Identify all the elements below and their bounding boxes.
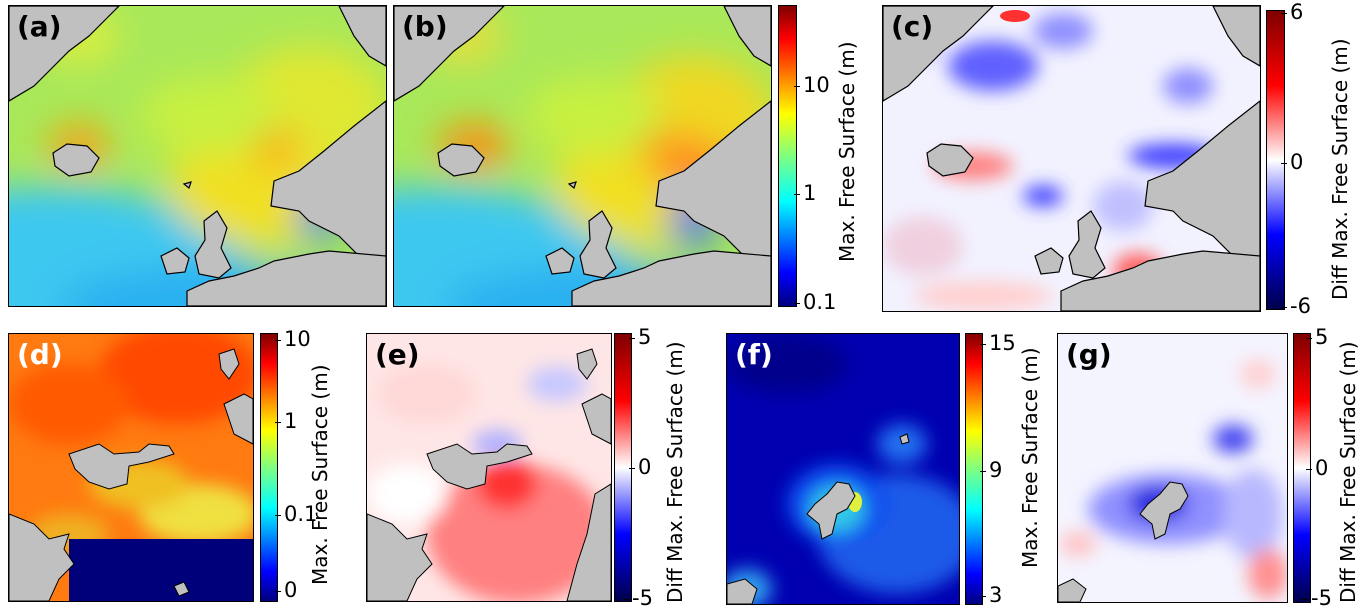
panel-label-f: (f) [735,338,773,371]
colorbar-f-tick-9: 9 [979,458,1003,482]
map-panel-f: (f) [726,333,960,605]
colorbar-f-tick-3: 3 [979,583,1003,607]
colorbar-ab-tick-10: 10 [794,73,830,97]
map-panel-g: (g) [1057,333,1288,603]
colorbar-c-tick-neg6: -6 [1281,294,1311,318]
colorbar-d [260,333,278,602]
colorbar-c [1266,10,1285,310]
map-panel-b: (b) [393,5,772,307]
colorbar-d-tick-0: 0 [274,578,298,602]
colorbar-e-title: Diff Max. Free Surface (m) [663,341,687,603]
map-d-field [9,334,253,601]
colorbar-ab-tick-0.1: 0.1 [793,290,837,314]
map-panel-e: (e) [366,333,612,602]
colorbar-d-tick-10: 10 [275,327,311,351]
colorbar-g-tick-0: 0 [1305,456,1329,480]
colorbar-c-title: Diff Max. Free Surface (m) [1328,38,1352,300]
colorbar-ab-tick-1: 1 [793,181,817,205]
colorbar-e-tick-0: 0 [628,455,652,479]
colorbar-c-tick-6: 6 [1280,0,1304,24]
panel-label-g: (g) [1066,338,1112,371]
colorbar-d-tick-1: 1 [274,409,298,433]
colorbar-d-title: Max. Free Surface (m) [308,364,332,586]
colorbar-f-title: Max. Free Surface (m) [1018,347,1042,569]
colorbar-e-tick-5: 5 [628,325,652,349]
colorbar-e-tick-neg5: -5 [623,586,653,610]
colorbar-f [965,333,983,605]
colorbar-g [1293,333,1311,603]
panel-label-c: (c) [891,10,934,43]
colorbar-ab [778,5,797,307]
map-panel-d: (d) [8,333,254,602]
panel-label-e: (e) [375,338,420,371]
map-panel-a: (a) [8,5,387,307]
panel-label-a: (a) [17,10,62,43]
colorbar-c-tick-0: 0 [1280,150,1304,174]
map-a-field [9,6,386,306]
colorbar-g-tick-5: 5 [1305,325,1329,349]
panel-label-b: (b) [402,10,448,43]
map-e-field [367,334,611,601]
panel-label-d: (d) [17,338,63,371]
map-g-field [1058,334,1287,602]
map-c-field [883,6,1260,311]
colorbar-g-tick-neg5: -5 [1302,586,1332,610]
map-f-field [727,334,959,604]
colorbar-f-tick-15: 15 [980,331,1016,355]
map-b-field [394,6,771,306]
colorbar-ab-title: Max. Free Surface (m) [835,41,859,263]
colorbar-g-title: Diff Max. Free Surface (m) [1336,341,1360,603]
map-panel-c: (c) [882,5,1261,312]
colorbar-d-tick-0.1: 0.1 [274,502,318,526]
